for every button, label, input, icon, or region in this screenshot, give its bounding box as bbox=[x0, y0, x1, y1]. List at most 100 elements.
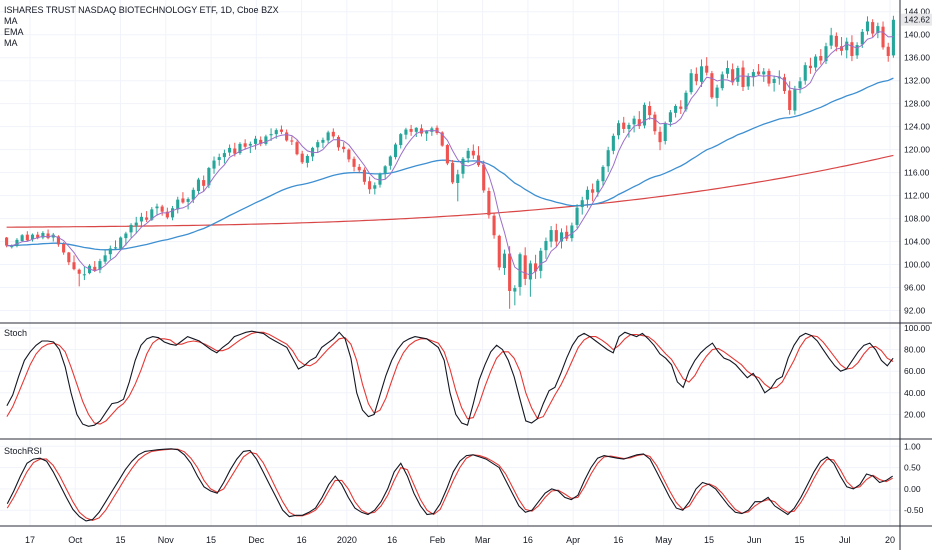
candle-body bbox=[622, 122, 626, 129]
x-tick-label: Mar bbox=[475, 535, 491, 545]
candle-body bbox=[393, 144, 398, 158]
stoch-tick-label: 40.00 bbox=[904, 388, 926, 398]
candle-body bbox=[378, 173, 382, 185]
x-tick-label: 15 bbox=[704, 535, 714, 545]
stochrsi-label[interactable]: StochRSI bbox=[4, 446, 43, 456]
candle-body bbox=[575, 207, 579, 225]
candle-body bbox=[585, 189, 589, 200]
candle-body bbox=[850, 42, 854, 56]
candle-body bbox=[720, 74, 724, 89]
candle-body bbox=[534, 263, 538, 272]
x-tick-label: Apr bbox=[566, 535, 580, 545]
candle-body bbox=[285, 132, 289, 141]
candle-body bbox=[259, 139, 263, 144]
candle-body bbox=[508, 253, 512, 291]
candle-body bbox=[788, 90, 792, 110]
candle-body bbox=[679, 106, 683, 109]
candle-body bbox=[186, 199, 190, 202]
candle-body bbox=[741, 67, 745, 88]
stoch-tick-label: 20.00 bbox=[904, 409, 926, 419]
candle-body bbox=[860, 31, 864, 45]
candle-body bbox=[492, 215, 496, 236]
stoch-tick-label: 100.00 bbox=[904, 323, 930, 333]
candle-body bbox=[368, 181, 372, 190]
candle-body bbox=[295, 142, 299, 155]
x-tick-label: Jul bbox=[839, 535, 851, 545]
candle-body bbox=[207, 168, 211, 186]
candle-body bbox=[772, 78, 776, 83]
candle-body bbox=[689, 73, 693, 93]
candle-body bbox=[56, 236, 61, 245]
candle-body bbox=[217, 157, 221, 160]
candle-body bbox=[819, 55, 823, 61]
candle-body bbox=[497, 235, 501, 268]
price-tick-label: 116.00 bbox=[904, 168, 930, 178]
candle-body bbox=[321, 139, 325, 143]
candle-body bbox=[596, 180, 600, 193]
stochrsi-tick-label: 1.00 bbox=[904, 441, 921, 451]
candle-body bbox=[482, 164, 486, 191]
candle-body bbox=[829, 35, 833, 46]
candle-body bbox=[331, 131, 335, 137]
candle-body bbox=[253, 138, 258, 144]
candle-body bbox=[445, 145, 449, 164]
candle-body bbox=[565, 231, 569, 239]
x-tick-label: Jun bbox=[747, 535, 762, 545]
candle-body bbox=[347, 149, 351, 160]
indicator-ma-label[interactable]: MA bbox=[4, 16, 18, 26]
candle-body bbox=[362, 169, 366, 182]
main-legend: ISHARES TRUST NASDAQ BIOTECHNOLOGY ETF, … bbox=[4, 5, 279, 49]
stoch-label[interactable]: Stoch bbox=[4, 328, 28, 338]
last-price-label: 142.62 bbox=[904, 15, 930, 25]
candle-body bbox=[767, 70, 771, 84]
candle-body bbox=[891, 19, 895, 56]
candle-body bbox=[663, 123, 667, 142]
candle-body bbox=[591, 189, 595, 193]
candle-body bbox=[710, 73, 714, 98]
price-tick-label: 96.00 bbox=[904, 283, 926, 293]
candle-body bbox=[248, 143, 252, 146]
candle-body bbox=[36, 234, 40, 239]
candle-body bbox=[798, 81, 802, 89]
candle-body bbox=[103, 255, 107, 262]
candle-body bbox=[336, 136, 341, 148]
candle-body bbox=[134, 222, 138, 226]
candle-body bbox=[373, 185, 377, 189]
x-tick-label: 20 bbox=[885, 535, 895, 545]
candle-body bbox=[487, 191, 491, 216]
candle-body bbox=[5, 237, 9, 246]
candle-body bbox=[30, 234, 35, 240]
price-tick-label: 128.00 bbox=[904, 99, 930, 109]
candle-body bbox=[876, 26, 880, 34]
indicator-ema-label[interactable]: EMA bbox=[4, 27, 24, 37]
candle-body bbox=[736, 68, 740, 82]
x-tick-label: 15 bbox=[206, 535, 216, 545]
candle-body bbox=[202, 180, 206, 186]
candle-body bbox=[839, 46, 844, 51]
last-price-box bbox=[901, 13, 932, 26]
candle-body bbox=[549, 230, 553, 242]
candle-body bbox=[757, 71, 761, 75]
price-tick-label: 136.00 bbox=[904, 53, 930, 63]
candle-body bbox=[559, 232, 564, 242]
grid bbox=[0, 0, 900, 526]
price-tick-label: 100.00 bbox=[904, 260, 930, 270]
candle-body bbox=[82, 274, 86, 276]
candle-body bbox=[170, 208, 175, 218]
candle-body bbox=[606, 150, 610, 167]
ema-line bbox=[6, 77, 894, 251]
price-tick-label: 108.00 bbox=[904, 214, 930, 224]
candle-body bbox=[150, 209, 154, 220]
candle-body bbox=[871, 22, 875, 34]
ma-short-path bbox=[6, 31, 894, 276]
price-tick-label: 112.00 bbox=[904, 191, 930, 201]
candle-body bbox=[176, 199, 180, 210]
candle-body bbox=[399, 134, 403, 146]
stochrsi-k-line bbox=[6, 448, 894, 522]
indicator-ma2-label[interactable]: MA bbox=[4, 38, 18, 48]
candle-body bbox=[570, 225, 574, 239]
candle-body bbox=[119, 237, 123, 249]
candle-body bbox=[653, 114, 657, 132]
